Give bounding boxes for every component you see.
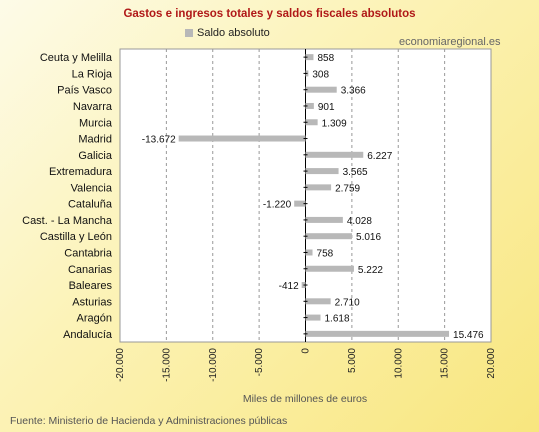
legend: Saldo absoluto — [185, 27, 270, 39]
data-label: 15.476 — [453, 330, 484, 341]
x-tick-label: 5.000 — [347, 348, 358, 373]
data-label: -412 — [279, 281, 299, 292]
bar — [305, 265, 354, 272]
data-label: 308 — [312, 69, 329, 80]
data-label: 3.565 — [343, 167, 368, 178]
category-label: Castilla y León — [40, 231, 112, 243]
data-label: 1.309 — [322, 118, 347, 129]
bar — [305, 233, 353, 240]
data-label: 2.759 — [335, 183, 360, 194]
x-tick-label: 20.000 — [486, 348, 497, 379]
category-label: Cataluña — [68, 199, 113, 211]
legend-label: Saldo absoluto — [197, 27, 270, 39]
data-label: 5.222 — [358, 265, 383, 276]
data-label: 5.016 — [356, 232, 381, 243]
category-label: La Rioja — [72, 68, 113, 80]
category-label: Andalucía — [63, 329, 113, 341]
x-axis-label: Miles de millones de euros — [242, 393, 368, 405]
x-tick-label: -5.000 — [254, 348, 265, 377]
bar — [305, 151, 364, 158]
bar — [305, 168, 339, 175]
data-label: 758 — [317, 248, 334, 259]
bar — [305, 216, 343, 223]
x-tick-label: 15.000 — [440, 348, 451, 379]
bar — [305, 184, 332, 191]
x-tick-label: -15.000 — [161, 348, 172, 382]
bar — [178, 135, 306, 142]
data-label: 1.618 — [325, 314, 350, 325]
data-label: -1.220 — [263, 200, 292, 211]
data-label: 901 — [318, 102, 335, 113]
data-label: 4.028 — [347, 216, 372, 227]
chart-title: Gastos e ingresos totales y saldos fisca… — [123, 8, 416, 20]
data-label: -13.672 — [142, 135, 176, 146]
bar — [305, 330, 450, 337]
category-label: Valencia — [71, 182, 113, 194]
category-label: Baleares — [69, 280, 113, 292]
x-tick-label: -20.000 — [115, 348, 126, 382]
category-label: Madrid — [78, 134, 112, 146]
watermark-text: economiaregional.es — [399, 36, 501, 48]
category-label: Navarra — [73, 101, 113, 113]
category-label: Ceuta y Melilla — [40, 52, 113, 64]
legend-swatch — [185, 29, 193, 37]
data-label: 2.710 — [335, 297, 360, 308]
bar — [305, 314, 321, 321]
bar — [305, 54, 314, 61]
data-label: 3.366 — [341, 86, 366, 97]
source-note: Fuente: Ministerio de Hacienda y Adminis… — [10, 415, 288, 427]
category-label: Cast. - La Mancha — [22, 215, 113, 227]
bar — [294, 200, 306, 207]
data-label: 6.227 — [367, 151, 392, 162]
category-label: Canarias — [68, 264, 113, 276]
category-label: Cantabria — [64, 247, 113, 259]
x-tick-label: -10.000 — [208, 348, 219, 382]
bar — [305, 119, 318, 126]
data-label: 858 — [317, 53, 334, 64]
x-tick-label: 10.000 — [393, 348, 404, 379]
bar — [305, 249, 313, 256]
bar — [305, 86, 337, 93]
category-label: Aragón — [77, 313, 112, 325]
category-label: Asturias — [72, 296, 112, 308]
category-label: Extremadura — [49, 166, 113, 178]
category-label: Murcia — [79, 117, 113, 129]
x-tick-label: 0 — [301, 348, 312, 354]
bar — [305, 298, 331, 305]
bar — [305, 102, 314, 109]
category-label: País Vasco — [57, 85, 112, 97]
category-label: Galicia — [78, 150, 113, 162]
